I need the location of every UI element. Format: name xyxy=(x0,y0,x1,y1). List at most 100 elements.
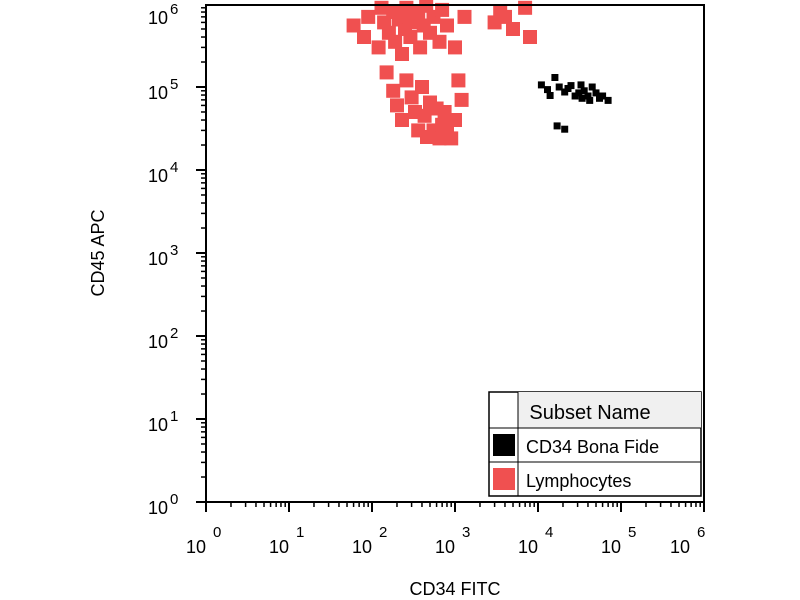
point-cd34-bona-fide-14 xyxy=(592,89,600,97)
legend-label-cd34-bona-fide: CD34 Bona Fide xyxy=(526,437,659,457)
x-tick-label-exp-4: 4 xyxy=(545,524,553,541)
point-lymphocytes-40 xyxy=(448,40,462,55)
legend-swatch-lymphocytes xyxy=(493,468,515,490)
x-tick-label-base-3: 10 xyxy=(435,537,455,557)
y-axis-label: CD45 APC xyxy=(88,209,108,296)
x-tick-label-exp-1: 1 xyxy=(296,524,304,541)
point-lymphocytes-43 xyxy=(457,9,472,24)
x-tick-label-base-6: 10 xyxy=(670,537,690,557)
point-cd34-bona-fide-17 xyxy=(604,96,612,104)
point-lymphocytes-0 xyxy=(346,18,361,33)
point-lymphocytes-5 xyxy=(371,40,386,55)
y-tick-label-3: 10 3 xyxy=(148,242,178,269)
point-lymphocytes-35 xyxy=(432,34,447,49)
point-cd34-bona-fide-1 xyxy=(544,86,551,94)
point-cd34-bona-fide-20 xyxy=(553,122,561,130)
point-cd34-bona-fide-21 xyxy=(561,125,569,133)
y-tick-label-exp-6: 6 xyxy=(170,1,178,18)
point-lymphocytes-64 xyxy=(448,113,462,127)
x-tick-label-base-2: 10 xyxy=(352,537,372,557)
x-tick-label-exp-0: 0 xyxy=(213,524,221,541)
point-cd34-bona-fide-12 xyxy=(586,96,594,104)
point-cd34-bona-fide-13 xyxy=(588,83,596,91)
y-tick-label-base-3: 10 xyxy=(148,249,168,269)
legend-label-lymphocytes: Lymphocytes xyxy=(526,471,631,491)
legend: Subset Name CD34 Bona Fide Lymphocytes xyxy=(488,391,702,497)
x-tick-label-5: 10 5 xyxy=(601,524,636,557)
y-tick-label-6: 10 6 xyxy=(148,1,178,28)
x-axis-tick-labels: 10 0 10 1 10 2 10 3 10 4 10 5 10 6 xyxy=(186,524,705,557)
point-lymphocytes-27 xyxy=(413,40,428,55)
point-lymphocytes-38 xyxy=(440,18,454,33)
x-tick-label-base-1: 10 xyxy=(269,537,289,557)
y-tick-label-5: 10 5 xyxy=(148,76,178,103)
point-cd34-bona-fide-16 xyxy=(599,92,607,100)
x-tick-label-1: 10 1 xyxy=(269,524,304,557)
point-lymphocytes-65 xyxy=(451,73,466,88)
y-tick-label-exp-2: 2 xyxy=(170,325,178,342)
y-tick-label-exp-5: 5 xyxy=(170,76,178,93)
point-lymphocytes-89 xyxy=(523,30,537,44)
y-tick-label-exp-3: 3 xyxy=(170,242,178,259)
point-cd34-bona-fide-0 xyxy=(537,81,545,89)
point-lymphocytes-53 xyxy=(415,80,429,94)
legend-swatch-cd34-bona-fide xyxy=(493,434,515,456)
y-tick-label-exp-1: 1 xyxy=(170,408,178,425)
point-cd34-bona-fide-19 xyxy=(577,81,585,89)
point-lymphocytes-12 xyxy=(388,34,403,49)
y-tick-label-base-5: 10 xyxy=(148,83,168,103)
x-tick-label-exp-2: 2 xyxy=(379,524,387,541)
point-cd34-bona-fide-2 xyxy=(551,74,559,81)
point-lymphocytes-54 xyxy=(417,108,432,123)
x-tick-label-exp-5: 5 xyxy=(628,524,636,541)
x-tick-label-base-4: 10 xyxy=(518,537,538,557)
y-tick-label-1: 10 1 xyxy=(148,408,178,435)
point-lymphocytes-16 xyxy=(395,47,409,61)
x-tick-label-base-0: 10 xyxy=(186,537,206,557)
x-tick-label-4: 10 4 xyxy=(518,524,553,557)
x-tick-label-3: 10 3 xyxy=(435,524,470,557)
y-tick-label-base-4: 10 xyxy=(148,166,168,186)
point-lymphocytes-49 xyxy=(399,73,414,88)
point-lymphocytes-1 xyxy=(357,30,371,44)
x-tick-label-exp-6: 6 xyxy=(697,524,705,541)
x-axis-label: CD34 FITC xyxy=(409,579,500,599)
point-lymphocytes-36 xyxy=(435,2,450,17)
point-lymphocytes-66 xyxy=(454,92,469,107)
point-cd34-bona-fide-9 xyxy=(578,94,586,102)
point-lymphocytes-48 xyxy=(395,113,409,127)
point-lymphocytes-46 xyxy=(386,83,401,98)
point-lymphocytes-79 xyxy=(518,0,533,15)
y-tick-label-4: 10 4 xyxy=(148,159,178,186)
y-tick-label-base-2: 10 xyxy=(148,332,168,352)
x-tick-label-6: 10 6 xyxy=(670,524,705,557)
point-cd34-bona-fide-10 xyxy=(580,87,588,95)
point-cd34-bona-fide-11 xyxy=(584,92,592,100)
point-lymphocytes-47 xyxy=(390,98,404,113)
point-cd34-bona-fide-6 xyxy=(567,82,575,90)
point-lymphocytes-88 xyxy=(506,22,520,36)
y-tick-label-0: 10 0 xyxy=(148,491,178,518)
y-tick-label-base-1: 10 xyxy=(148,415,168,435)
x-axis-ticks xyxy=(205,502,705,512)
x-tick-label-base-5: 10 xyxy=(601,537,621,557)
point-cd34-bona-fide-3 xyxy=(555,83,563,91)
y-tick-label-exp-4: 4 xyxy=(170,159,178,176)
y-tick-label-base-0: 10 xyxy=(148,498,168,518)
point-lymphocytes-45 xyxy=(379,65,394,80)
y-tick-label-2: 10 2 xyxy=(148,325,178,352)
x-tick-label-0: 10 0 xyxy=(186,524,221,557)
point-lymphocytes-2 xyxy=(361,9,376,24)
x-tick-label-exp-3: 3 xyxy=(462,524,470,541)
data-points-layer xyxy=(346,0,612,146)
x-tick-label-2: 10 2 xyxy=(352,524,387,557)
legend-title: Subset Name xyxy=(529,402,650,424)
point-lymphocytes-30 xyxy=(419,0,434,13)
point-cd34-bona-fide-7 xyxy=(571,92,579,100)
point-cd34-bona-fide-18 xyxy=(546,92,554,99)
point-cd34-bona-fide-8 xyxy=(575,89,583,97)
point-lymphocytes-87 xyxy=(498,9,512,24)
y-tick-label-base-6: 10 xyxy=(148,8,168,28)
